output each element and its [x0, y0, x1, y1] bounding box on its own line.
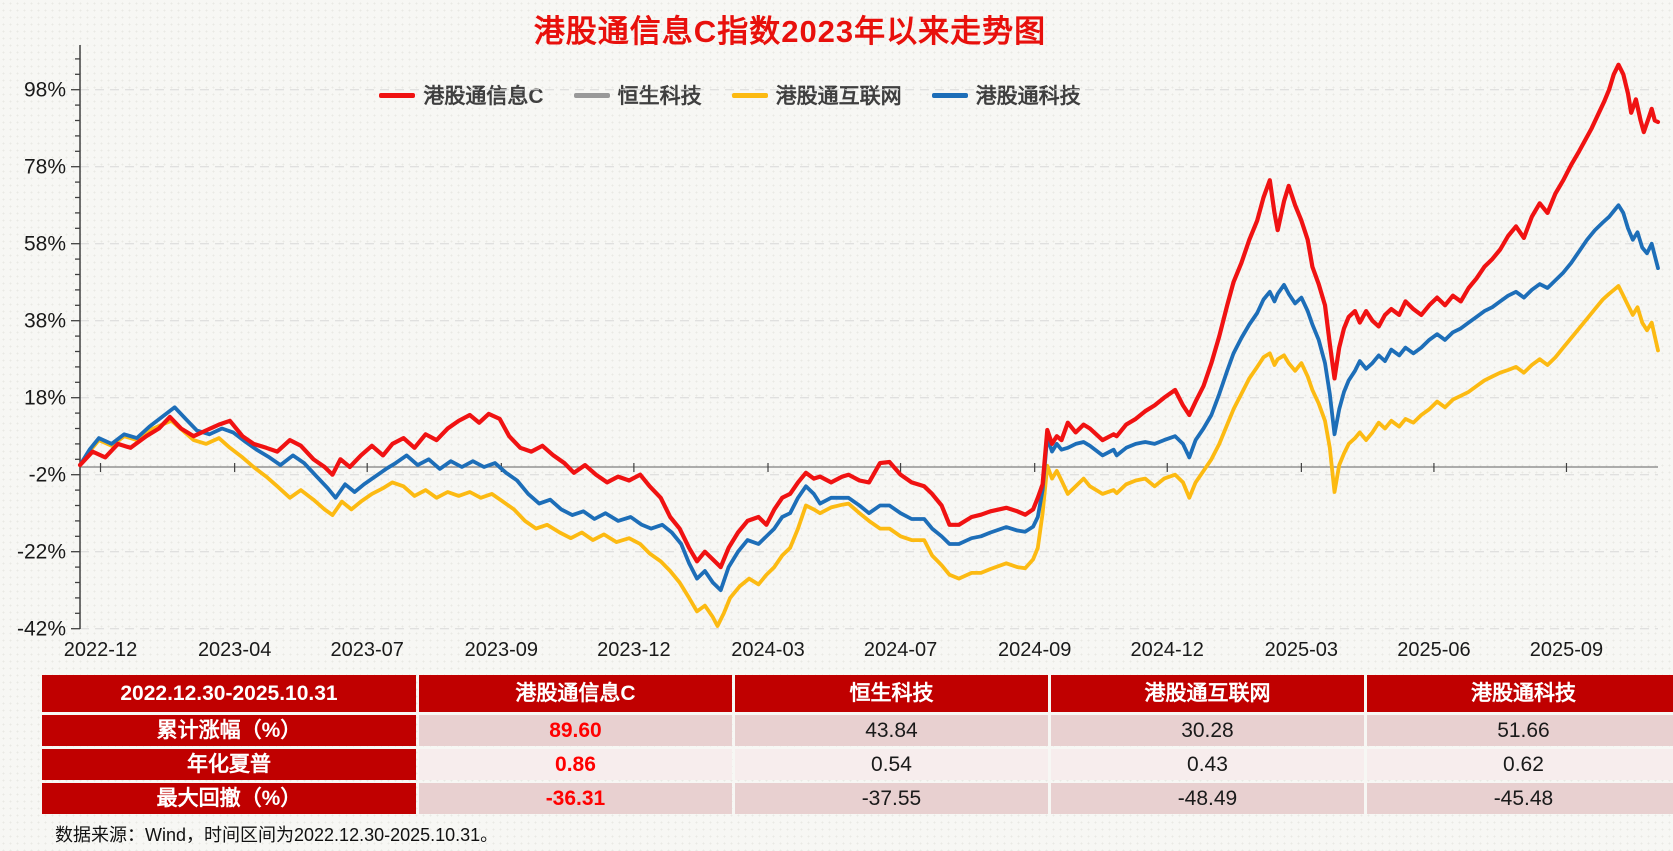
x-axis-label: 2025-06 — [1397, 639, 1470, 661]
table-value: 0.86 — [418, 749, 732, 780]
chart-legend: 港股通信息C 恒生科技 港股通互联网 港股通科技 — [0, 80, 1460, 110]
legend-item-ganggutong-hulianwang: 港股通互联网 — [731, 80, 902, 110]
table-value: 30.28 — [1050, 715, 1364, 746]
legend-label: 港股通互联网 — [775, 85, 902, 108]
legend-label: 恒生科技 — [617, 85, 702, 108]
legend-item-gangggutong-xinxi-c: 港股通信息C — [379, 80, 544, 110]
table-value: -37.55 — [734, 783, 1048, 814]
trend-line-chart: 98% 78% 58% 38% 18% -2% -22% -42%2022-12 2023-04… — [17, 45, 1661, 661]
table-row-label-annualized-sharpe: 年化夏普 — [42, 749, 416, 780]
y-axis-label: 78% — [24, 156, 66, 179]
table-header-col: 恒生科技 — [734, 675, 1048, 712]
x-axis-label: 2023-12 — [597, 639, 670, 661]
legend-swatch-blue-line — [931, 92, 968, 98]
table-value: 0.54 — [734, 749, 1048, 780]
x-axis-label: 2024-09 — [998, 639, 1071, 661]
x-axis-label: 2024-07 — [864, 639, 937, 661]
x-axis-label: 2024-12 — [1131, 639, 1204, 661]
table-row-label-cumulative-return: 累计涨幅（%） — [42, 715, 416, 746]
series-line-港股通互联网 — [78, 284, 1660, 628]
table-value: -48.49 — [1050, 783, 1364, 814]
legend-item-hengsheng-keji: 恒生科技 — [573, 80, 702, 110]
x-axis-label: 2024-03 — [731, 639, 804, 661]
chart-title: 港股通信息C指数2023年以来走势图 — [533, 14, 1047, 49]
y-axis-label: 18% — [24, 387, 66, 410]
table-value: -45.48 — [1366, 783, 1673, 814]
x-axis-label: 2025-03 — [1265, 639, 1338, 661]
y-axis-label: -22% — [17, 541, 66, 564]
y-axis-label: 98% — [24, 79, 66, 102]
x-axis-label: 2023-07 — [330, 639, 403, 661]
table-value: 0.43 — [1050, 749, 1364, 780]
table-header-col: 港股通信息C — [418, 675, 732, 712]
x-axis-label: 2023-04 — [198, 639, 271, 661]
y-axis-label: 38% — [24, 310, 66, 333]
table-row-label-max-drawdown: 最大回撤（%） — [42, 783, 416, 814]
y-axis-label: -42% — [17, 618, 66, 641]
table-value: 43.84 — [734, 715, 1048, 746]
table-header-col: 港股通科技 — [1366, 675, 1673, 712]
table-value: 0.62 — [1366, 749, 1673, 780]
legend-swatch-yellow-line — [731, 92, 768, 98]
performance-table: 2022.12.30-2025.10.31 港股通信息C 恒生科技 港股通互联网… — [42, 675, 1673, 814]
x-axis-label: 2025-09 — [1530, 639, 1603, 661]
data-source-note: 数据来源：Wind，时间区间为2022.12.30-2025.10.31。 — [55, 825, 499, 845]
legend-swatch-red-line — [379, 92, 416, 98]
legend-swatch-cyan-line — [573, 92, 610, 98]
legend-label: 港股通科技 — [975, 85, 1081, 108]
legend-item-ganggutong-keji: 港股通科技 — [931, 80, 1081, 110]
series-line-港股通科技 — [78, 203, 1660, 593]
y-axis-label: -2% — [29, 464, 66, 487]
y-axis-label: 58% — [24, 233, 66, 256]
legend-label: 港股通信息C — [423, 85, 544, 108]
series-line-港股通信息C — [77, 62, 1661, 570]
table-header-period: 2022.12.30-2025.10.31 — [42, 675, 416, 712]
table-value: 89.60 — [418, 715, 732, 746]
table-value: -36.31 — [418, 783, 732, 814]
x-axis-label: 2022-12 — [64, 639, 137, 661]
table-header-col: 港股通互联网 — [1050, 675, 1364, 712]
table-value: 51.66 — [1366, 715, 1673, 746]
x-axis-label: 2023-09 — [465, 639, 538, 661]
